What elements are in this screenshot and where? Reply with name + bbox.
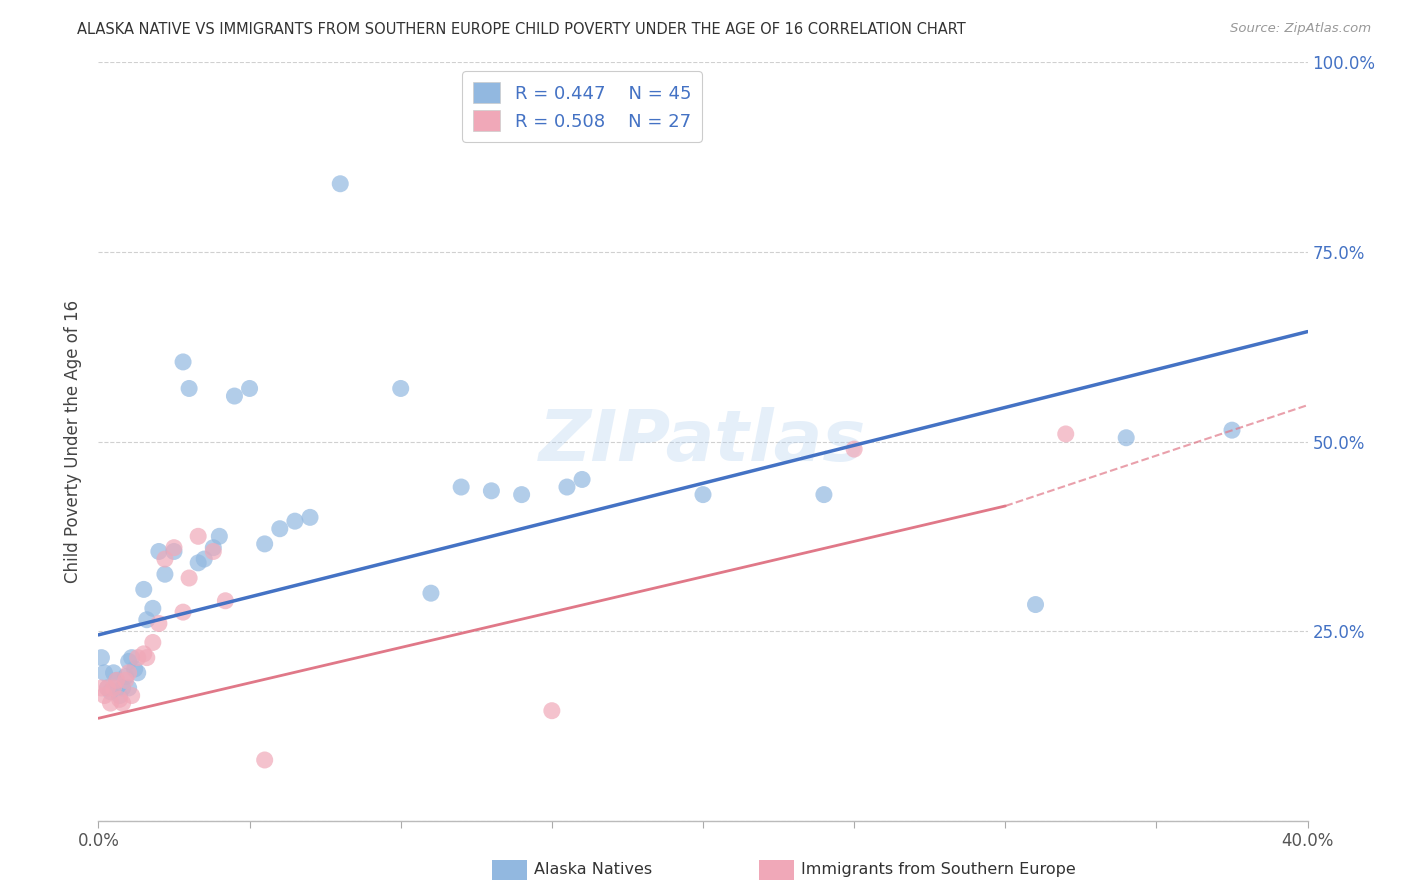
Point [103, 681, 125, 695]
Legend: R = 0.447    N = 45, R = 0.508    N = 27: R = 0.447 N = 45, R = 0.508 N = 27 [463, 71, 702, 142]
Point [135, 650, 157, 665]
Point [481, 483, 503, 498]
Point [1115, 431, 1137, 445]
Point [114, 669, 136, 683]
Point [142, 635, 165, 649]
Point [450, 480, 472, 494]
Point [1054, 427, 1077, 442]
Point [813, 487, 835, 501]
Point [540, 704, 562, 718]
Point [153, 567, 176, 582]
Point [172, 355, 194, 369]
Point [121, 650, 143, 665]
Point [299, 510, 322, 524]
Point [103, 665, 125, 680]
Point [132, 582, 155, 597]
Point [127, 665, 149, 680]
Text: Immigrants from Southern Europe: Immigrants from Southern Europe [801, 863, 1076, 877]
Point [389, 382, 412, 396]
Point [111, 681, 134, 695]
Point [172, 605, 194, 619]
Point [105, 673, 128, 688]
Point [208, 529, 231, 543]
Point [93, 689, 115, 703]
Point [114, 673, 136, 688]
Point [163, 544, 186, 558]
Point [108, 689, 131, 703]
Point [214, 594, 236, 608]
Point [121, 689, 143, 703]
Point [163, 541, 186, 555]
Y-axis label: Child Poverty Under the Age of 16: Child Poverty Under the Age of 16 [65, 300, 83, 583]
Text: ALASKA NATIVE VS IMMIGRANTS FROM SOUTHERN EUROPE CHILD POVERTY UNDER THE AGE OF : ALASKA NATIVE VS IMMIGRANTS FROM SOUTHER… [77, 22, 966, 37]
Text: ZIPatlas: ZIPatlas [540, 407, 866, 476]
Point [148, 616, 170, 631]
Point [269, 522, 291, 536]
Point [179, 382, 201, 396]
Point [96, 681, 118, 695]
Point [111, 696, 134, 710]
Point [844, 442, 866, 457]
Point [284, 514, 307, 528]
Point [510, 487, 533, 501]
Point [1024, 598, 1046, 612]
Point [90, 681, 112, 695]
Point [100, 696, 122, 710]
Point [571, 473, 593, 487]
Point [148, 544, 170, 558]
Point [118, 665, 141, 680]
Point [420, 586, 443, 600]
Point [118, 655, 141, 669]
Point [93, 665, 115, 680]
Point [105, 673, 128, 688]
Point [1220, 423, 1243, 437]
Point [132, 647, 155, 661]
Point [202, 544, 225, 558]
Point [124, 662, 146, 676]
Point [193, 552, 215, 566]
Point [329, 177, 352, 191]
Point [153, 552, 176, 566]
Point [127, 650, 149, 665]
Point [179, 571, 201, 585]
Point [96, 681, 118, 695]
Point [224, 389, 246, 403]
Point [239, 382, 262, 396]
Point [135, 613, 157, 627]
Point [253, 537, 276, 551]
Point [187, 556, 209, 570]
Point [253, 753, 276, 767]
Point [118, 681, 141, 695]
Point [692, 487, 714, 501]
Point [187, 529, 209, 543]
Point [100, 685, 122, 699]
Point [90, 650, 112, 665]
Point [142, 601, 165, 615]
Point [108, 692, 131, 706]
Point [202, 541, 225, 555]
Point [555, 480, 578, 494]
Text: Source: ZipAtlas.com: Source: ZipAtlas.com [1230, 22, 1371, 36]
Text: Alaska Natives: Alaska Natives [534, 863, 652, 877]
